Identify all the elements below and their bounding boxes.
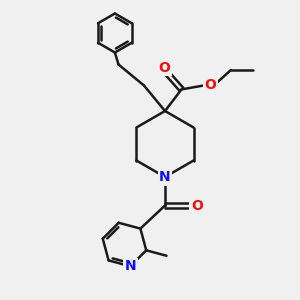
Text: N: N [159,170,171,184]
Text: O: O [205,78,217,92]
Text: N: N [124,259,136,273]
Text: O: O [191,199,203,212]
Text: O: O [158,61,170,75]
